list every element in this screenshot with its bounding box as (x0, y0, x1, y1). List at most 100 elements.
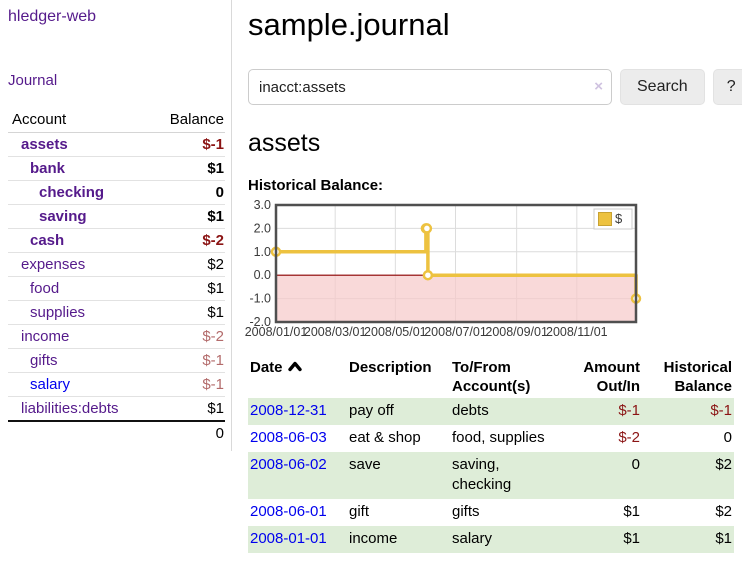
account-link[interactable]: income (21, 328, 70, 345)
sidebar: hledger-web Journal Account Balance asse… (0, 0, 232, 451)
transaction-balance: $1 (715, 530, 732, 547)
accounts-header-row: Account Balance (8, 108, 225, 133)
transaction-amount: $-2 (618, 429, 640, 446)
register-header-balance: Historical Balance (663, 359, 732, 395)
account-balance: $1 (149, 204, 225, 229)
svg-text:-1.0: -1.0 (249, 292, 271, 306)
transaction-description: save (349, 456, 381, 473)
account-balance: $-2 (149, 228, 225, 253)
historical-balance-chart: 2008/01/012008/03/012008/05/012008/07/01… (245, 198, 642, 339)
transaction-row: 2008-06-01 gift gifts $1 $2 (248, 499, 734, 526)
svg-text:2.0: 2.0 (254, 221, 271, 235)
register-tbody: 2008-12-31 pay off debts $-1 $-1 2008-06-03 ea… (248, 398, 734, 553)
account-balance: $-1 (149, 348, 225, 373)
account-balance: $1 (149, 300, 225, 325)
svg-text:2008/05/01: 2008/05/01 (364, 325, 427, 339)
chevron-up-icon (287, 361, 302, 372)
chart-title: Historical Balance: (248, 177, 384, 194)
clear-search-icon[interactable]: × (594, 78, 603, 95)
register-table: Date Description To/From Account(s) Amou… (248, 356, 734, 553)
transaction-row: 2008-12-31 pay off debts $-1 $-1 (248, 398, 734, 425)
svg-text:$: $ (615, 211, 623, 226)
transaction-description: gift (349, 503, 370, 520)
transaction-amount: $1 (623, 503, 640, 520)
account-link[interactable]: gifts (30, 352, 58, 369)
accounts-total: 0 (149, 420, 225, 445)
account-row: liabilities:debts $1 (8, 397, 225, 422)
account-balance: $2 (149, 252, 225, 277)
transaction-description: pay off (349, 402, 394, 419)
accounts-header-account: Account (8, 108, 150, 133)
transaction-row: 2008-01-01 income salary $1 $1 (248, 526, 734, 553)
svg-text:-2.0: -2.0 (249, 315, 271, 329)
svg-text:3.0: 3.0 (254, 198, 271, 212)
account-row: supplies $1 (8, 300, 225, 325)
account-row: gifts $-1 (8, 348, 225, 373)
account-row: bank $1 (8, 156, 225, 181)
account-row: cash $-2 (8, 228, 225, 253)
account-link[interactable]: expenses (21, 256, 86, 273)
page-title: sample.journal (248, 7, 450, 42)
account-row: salary $-1 (8, 372, 225, 397)
date-sort-link[interactable]: Date (250, 359, 283, 376)
accounts-total-row: 0 (8, 420, 225, 445)
account-link[interactable]: assets (21, 136, 68, 153)
svg-text:2008/01/01: 2008/01/01 (245, 325, 308, 339)
transaction-date-link[interactable]: 2008-06-01 (250, 503, 327, 520)
svg-text:1.0: 1.0 (254, 245, 271, 259)
account-balance: $1 (149, 156, 225, 181)
register-header-tofrom: To/From Account(s) (452, 359, 531, 395)
register-header-row: Date Description To/From Account(s) Amou… (248, 356, 734, 398)
transaction-accounts: food, supplies (452, 429, 545, 446)
brand-link[interactable]: hledger-web (8, 8, 97, 25)
account-link[interactable]: bank (30, 160, 66, 177)
transaction-accounts: salary (452, 530, 493, 547)
svg-text:2008/09/01: 2008/09/01 (485, 325, 548, 339)
help-button[interactable]: ? (712, 69, 742, 105)
svg-text:0.0: 0.0 (254, 268, 271, 282)
register-header-date[interactable]: Date (248, 356, 347, 398)
search-form: × Search ? (248, 69, 742, 105)
svg-text:2008/07/01: 2008/07/01 (424, 325, 487, 339)
account-link[interactable]: supplies (30, 304, 86, 321)
account-row: expenses $2 (8, 252, 225, 277)
account-link[interactable]: checking (39, 184, 105, 201)
accounts-header-balance: Balance (149, 108, 225, 133)
account-link[interactable]: food (30, 280, 60, 297)
transaction-amount: $1 (623, 530, 640, 547)
transaction-row: 2008-06-02 save saving, checking 0 $2 (248, 452, 734, 499)
transaction-description: income (349, 530, 398, 547)
account-link[interactable]: liabilities:debts (21, 400, 119, 417)
account-link[interactable]: saving (39, 208, 87, 225)
transaction-date-link[interactable]: 2008-12-31 (250, 402, 327, 419)
register-header-amount: Amount Out/In (583, 359, 640, 395)
transaction-date-link[interactable]: 2008-06-02 (250, 456, 327, 473)
search-input[interactable] (248, 69, 612, 105)
transaction-balance: 0 (723, 429, 732, 446)
account-balance: $-1 (149, 372, 225, 397)
sidebar-item-journal[interactable]: Journal (8, 72, 58, 89)
account-link[interactable]: cash (30, 232, 65, 249)
transaction-row: 2008-06-03 eat & shop food, supplies $-2 0 (248, 425, 734, 452)
account-link[interactable]: salary (30, 376, 71, 393)
svg-text:2008/11/01: 2008/11/01 (546, 325, 608, 339)
account-row: saving $1 (8, 204, 225, 229)
accounts-table: Account Balance assets $-1 bank $1 checking 0… (8, 108, 225, 445)
search-button[interactable]: Search (620, 69, 705, 105)
account-balance: $-2 (149, 324, 225, 349)
main-content: sample.journal × Search ? assets Histori… (232, 0, 742, 553)
transaction-balance: $-1 (710, 402, 732, 419)
account-row: food $1 (8, 276, 225, 301)
account-balance: 0 (149, 180, 225, 205)
transaction-date-link[interactable]: 2008-01-01 (250, 530, 327, 547)
transaction-description: eat & shop (349, 429, 421, 446)
search-input-wrapper: × (248, 69, 612, 105)
transaction-date-link[interactable]: 2008-06-03 (250, 429, 327, 446)
account-balance: $-1 (149, 132, 225, 157)
transaction-accounts: saving, checking (452, 456, 512, 493)
account-row: assets $-1 (8, 132, 225, 157)
transaction-accounts: gifts (452, 503, 480, 520)
account-balance: $1 (207, 400, 224, 417)
transaction-amount: $-1 (618, 402, 640, 419)
svg-text:2008/03/01: 2008/03/01 (304, 325, 367, 339)
